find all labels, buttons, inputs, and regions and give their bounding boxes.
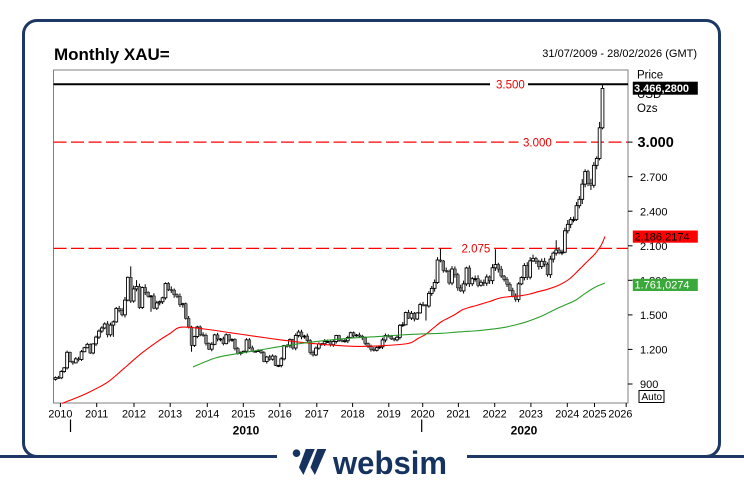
svg-text:2.186,2174: 2.186,2174 bbox=[635, 231, 690, 243]
svg-text:2013: 2013 bbox=[158, 409, 182, 421]
svg-text:2020: 2020 bbox=[411, 409, 435, 421]
svg-text:2016: 2016 bbox=[268, 409, 292, 421]
svg-text:2023: 2023 bbox=[519, 409, 543, 421]
svg-text:websim: websim bbox=[332, 445, 447, 481]
svg-text:2014: 2014 bbox=[195, 409, 219, 421]
svg-text:2011: 2011 bbox=[85, 409, 108, 421]
svg-text:1.500: 1.500 bbox=[640, 310, 668, 322]
svg-text:2024: 2024 bbox=[555, 409, 579, 421]
svg-text:3.466,2800: 3.466,2800 bbox=[634, 83, 689, 95]
svg-text:2010: 2010 bbox=[233, 424, 260, 438]
svg-text:1.200: 1.200 bbox=[640, 345, 668, 357]
svg-text:2019: 2019 bbox=[377, 409, 401, 421]
svg-text:3.500: 3.500 bbox=[496, 80, 525, 92]
svg-text:2012: 2012 bbox=[122, 409, 146, 421]
svg-text:2.400: 2.400 bbox=[640, 206, 668, 218]
svg-text:2.700: 2.700 bbox=[640, 172, 668, 184]
svg-text:1.761,0274: 1.761,0274 bbox=[635, 280, 690, 292]
svg-text:2018: 2018 bbox=[341, 409, 365, 421]
svg-text:2021: 2021 bbox=[446, 409, 470, 421]
svg-text:2010: 2010 bbox=[48, 409, 72, 421]
svg-text:2017: 2017 bbox=[305, 409, 329, 421]
svg-text:3.000: 3.000 bbox=[523, 137, 552, 149]
svg-text:Ozs: Ozs bbox=[637, 103, 658, 115]
svg-text:2025: 2025 bbox=[582, 409, 606, 421]
svg-text:3.000: 3.000 bbox=[638, 135, 674, 151]
svg-text:Auto: Auto bbox=[642, 392, 663, 403]
svg-text:2.075: 2.075 bbox=[462, 244, 491, 256]
svg-text:2.100: 2.100 bbox=[640, 241, 668, 253]
svg-text:2020: 2020 bbox=[511, 424, 538, 438]
svg-text:2015: 2015 bbox=[231, 409, 255, 421]
svg-text:Price: Price bbox=[637, 70, 663, 82]
svg-text:2022: 2022 bbox=[483, 409, 507, 421]
svg-text:2026: 2026 bbox=[608, 409, 632, 421]
svg-text:900: 900 bbox=[640, 379, 658, 391]
